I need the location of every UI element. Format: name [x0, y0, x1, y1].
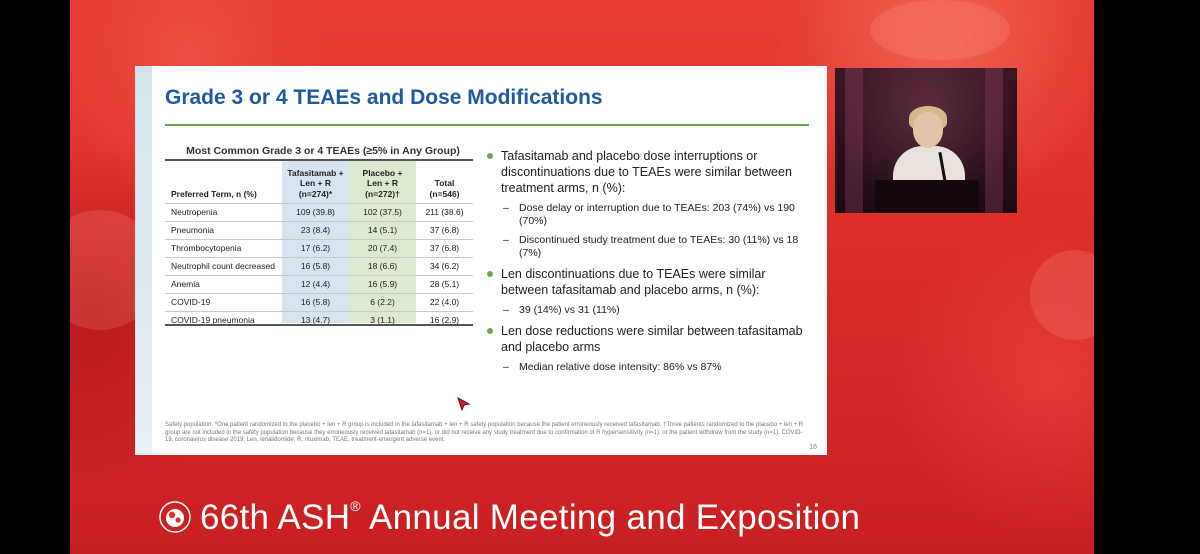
cell-tafasitamab: 17 (6.2) [282, 238, 349, 257]
table-top-rule [165, 159, 473, 161]
cell-total: 22 (4.0) [416, 292, 473, 311]
cell-tafasitamab: 12 (4.4) [282, 274, 349, 293]
header-placebo-line3: (n=272)† [365, 188, 400, 199]
laser-pointer-icon [457, 397, 471, 411]
speaker-video-feed [835, 68, 1017, 213]
bullet-item: Tafasitamab and placebo dose interruptio… [485, 148, 815, 196]
cell-tafasitamab: 109 (39.8) [282, 202, 349, 221]
cell-placebo: 102 (37.5) [349, 202, 416, 221]
bullet-dot-icon [487, 271, 493, 277]
header-tafasitamab: Tafasitamab + Len + R (n=274)* [282, 161, 349, 203]
slide-page-number: 16 [809, 444, 817, 451]
cell-total: 37 (6.8) [416, 238, 473, 257]
stage-backdrop-panel [985, 68, 1003, 213]
dash-icon: – [503, 361, 509, 373]
cell-placebo: 18 (6.6) [349, 256, 416, 275]
cell-tafasitamab: 23 (8.4) [282, 220, 349, 239]
header-preferred-term: Preferred Term, n (%) [171, 188, 257, 199]
table-bottom-rule [165, 324, 473, 326]
header-tafasitamab-line3: (n=274)* [298, 188, 333, 199]
cell-placebo: 3 (1.1) [349, 310, 416, 329]
header-placebo-line2: Len + R [367, 178, 398, 189]
header-total-line2: (n=546) [429, 188, 460, 199]
cell-total: 37 (6.8) [416, 220, 473, 239]
dash-icon: – [503, 304, 509, 316]
cell-tafasitamab: 13 (4.7) [282, 310, 349, 329]
table-caption: Most Common Grade 3 or 4 TEAEs (≥5% in A… [186, 145, 460, 157]
cell-placebo: 6 (2.2) [349, 292, 416, 311]
table-row: COVID-19 pneumonia 13 (4.7) 3 (1.1) 16 (… [165, 310, 473, 329]
cell-term: Thrombocytopenia [165, 238, 282, 257]
table-row: Neutrophil count decreased 16 (5.8) 18 (… [165, 256, 473, 275]
header-tafasitamab-line1: Tafasitamab + [287, 167, 344, 178]
bullet-item: Len discontinuations due to TEAEs were s… [485, 266, 815, 298]
registered-mark: ® [350, 498, 361, 514]
podium [875, 180, 979, 213]
cell-term: Neutrophil count decreased [165, 256, 282, 275]
cell-total: 34 (6.2) [416, 256, 473, 275]
sub-bullet-item: – Median relative dose intensity: 86% vs… [485, 361, 815, 374]
table-row: Anemia 12 (4.4) 16 (5.9) 28 (5.1) [165, 274, 473, 293]
slide-title: Grade 3 or 4 TEAEs and Dose Modification… [165, 86, 603, 109]
cell-tafasitamab: 16 (5.8) [282, 292, 349, 311]
dash-icon: – [503, 202, 509, 214]
bullet-text: Len discontinuations due to TEAEs were s… [501, 267, 766, 297]
sub-bullet-item: – Dose delay or interruption due to TEAE… [485, 202, 815, 228]
table-row: Thrombocytopenia 17 (6.2) 20 (7.4) 37 (6… [165, 238, 473, 257]
cell-placebo: 20 (7.4) [349, 238, 416, 257]
dash-icon: – [503, 234, 509, 246]
sub-bullet-item: – Discontinued study treatment due to TE… [485, 234, 815, 260]
table-row: Pneumonia 23 (8.4) 14 (5.1) 37 (6.8) [165, 220, 473, 239]
table-header-row: Preferred Term, n (%) Tafasitamab + Len … [165, 161, 473, 203]
header-total-line1: Total [434, 178, 455, 189]
header-tafasitamab-line2: Len + R [300, 178, 331, 189]
slide: Grade 3 or 4 TEAEs and Dose Modification… [135, 66, 827, 455]
cell-term: Pneumonia [165, 220, 282, 239]
sub-bullet-text: 39 (14%) vs 31 (11%) [519, 304, 620, 316]
sub-bullet-text: Median relative dose intensity: 86% vs 8… [519, 361, 722, 373]
meeting-title: 66th ASH® Annual Meeting and Exposition [200, 498, 860, 538]
cell-placebo: 14 (5.1) [349, 220, 416, 239]
cell-term: Anemia [165, 274, 282, 293]
slide-footnote: Safety population. *One patient randomiz… [165, 422, 804, 443]
cell-total: 28 (5.1) [416, 274, 473, 293]
cell-term: COVID-19 [165, 292, 282, 311]
bullet-dot-icon [487, 328, 493, 334]
video-letterbox-right [1094, 0, 1200, 554]
header-placebo-line1: Placebo + [362, 167, 403, 178]
cell-total: 211 (38.6) [416, 202, 473, 221]
header-total: Total (n=546) [416, 161, 473, 203]
slide-sidebar [135, 66, 152, 455]
meeting-title-main: 66th ASH [200, 498, 351, 537]
bullet-text: Len dose reductions were similar between… [501, 324, 803, 354]
sub-bullet-item: – 39 (14%) vs 31 (11%) [485, 304, 815, 317]
teae-table: Preferred Term, n (%) Tafasitamab + Len … [165, 161, 473, 329]
cell-total: 16 (2.9) [416, 310, 473, 329]
video-letterbox-left [0, 0, 70, 554]
header-placebo: Placebo + Len + R (n=272)† [349, 161, 416, 203]
sub-bullet-text: Discontinued study treatment due to TEAE… [519, 234, 799, 259]
meeting-title-suffix: Annual Meeting and Exposition [360, 498, 861, 537]
cell-term: COVID-19 pneumonia [165, 310, 282, 329]
bokeh-light [1030, 250, 1094, 340]
ash-logo-icon [159, 501, 191, 533]
bokeh-light [870, 0, 1010, 60]
bullet-dot-icon [487, 153, 493, 159]
presentation-stage: Grade 3 or 4 TEAEs and Dose Modification… [70, 0, 1094, 554]
bullet-list: Tafasitamab and placebo dose interruptio… [485, 148, 815, 380]
bullet-item: Len dose reductions were similar between… [485, 323, 815, 355]
cell-tafasitamab: 16 (5.8) [282, 256, 349, 275]
table-row: COVID-19 16 (5.8) 6 (2.2) 22 (4.0) [165, 292, 473, 311]
sub-bullet-text: Dose delay or interruption due to TEAEs:… [519, 202, 795, 227]
title-divider [165, 124, 809, 126]
stage-backdrop-panel [845, 68, 863, 213]
speaker-head [913, 112, 943, 148]
bullet-text: Tafasitamab and placebo dose interruptio… [501, 149, 792, 195]
table-row: Neutropenia 109 (39.8) 102 (37.5) 211 (3… [165, 202, 473, 221]
cell-placebo: 16 (5.9) [349, 274, 416, 293]
cell-term: Neutropenia [165, 202, 282, 221]
